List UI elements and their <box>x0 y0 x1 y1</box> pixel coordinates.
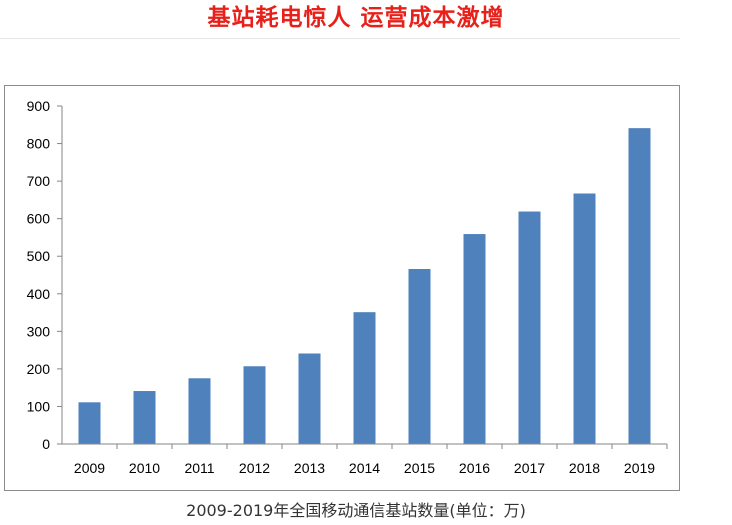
title-divider <box>0 38 680 39</box>
y-tick-label: 100 <box>27 398 51 414</box>
bar-2013 <box>298 353 321 444</box>
y-tick-label: 800 <box>27 136 51 152</box>
x-axis: 2009 2010 2011 2012 2013 2014 2015 2016 2017 2018… <box>62 443 668 476</box>
x-tick-label: 2013 <box>294 460 325 476</box>
page-title: 基站耗电惊人 运营成本激增 <box>207 5 505 31</box>
y-tick-label: 500 <box>27 248 51 264</box>
y-tick-label: 0 <box>42 436 50 452</box>
y-tick-label: 700 <box>27 173 51 189</box>
x-tick-label: 2017 <box>514 460 545 476</box>
chart-caption: 2009-2019年全国移动通信基站数量(单位：万) <box>186 501 526 520</box>
bar-2017 <box>518 211 541 444</box>
bar-2019 <box>628 128 651 444</box>
x-tick-label: 2015 <box>404 460 435 476</box>
x-tick-label: 2018 <box>569 460 600 476</box>
x-tick-label: 2012 <box>239 460 270 476</box>
x-tick-label: 2010 <box>129 460 160 476</box>
bar-2016 <box>463 234 486 444</box>
y-tick-label: 600 <box>27 211 51 227</box>
y-tick-label: 300 <box>27 323 51 339</box>
bar-series <box>78 128 651 444</box>
bar-2015 <box>408 268 431 444</box>
x-tick-label: 2014 <box>349 460 380 476</box>
bar-2010 <box>133 391 156 444</box>
y-tick-label: 900 <box>27 98 51 114</box>
bar-2018 <box>573 193 596 444</box>
y-tick-label: 400 <box>27 286 51 302</box>
x-tick-label: 2019 <box>624 460 655 476</box>
x-tick-label: 2009 <box>74 460 105 476</box>
bar-2011 <box>188 378 211 444</box>
bar-2012 <box>243 366 266 444</box>
y-axis: 0 100 200 300 400 500 600 700 800 900 <box>27 98 63 452</box>
x-tick-label: 2011 <box>184 460 214 476</box>
x-tick-label: 2016 <box>459 460 490 476</box>
y-tick-label: 200 <box>27 361 51 377</box>
bar-chart: 0 100 200 300 400 500 600 700 800 900 2009 2010 201… <box>27 98 668 476</box>
bar-2009 <box>78 402 101 444</box>
bar-2014 <box>353 312 376 444</box>
chart-frame: 0 100 200 300 400 500 600 700 800 900 2009 2010 201… <box>4 85 680 491</box>
